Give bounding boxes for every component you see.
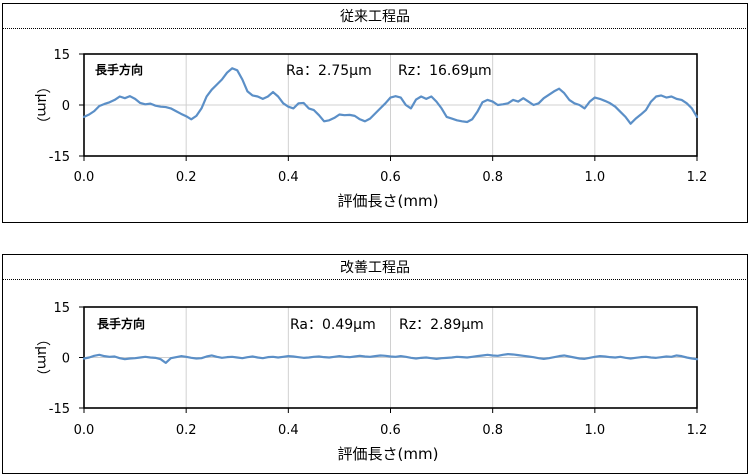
- x-tick-label: 0.2: [176, 170, 197, 185]
- y-tick-label: -15: [49, 402, 70, 417]
- chart-panel-2: 改善工程品 15 0 -15 0.0 0.2 0.4 0.6 0.8 1.0 1.2 評価長さ(mm)…: [2, 254, 748, 474]
- panel-title: 従来工程品: [340, 9, 410, 25]
- x-tick-label: 0.8: [482, 423, 503, 438]
- y-tick-label: -15: [49, 150, 70, 165]
- x-tick-label: 0.8: [482, 170, 503, 185]
- y-axis-title: （μｍ）: [34, 332, 50, 383]
- x-tick-label: 0.6: [380, 423, 401, 438]
- ra-value: Ra：2.75μm: [286, 63, 372, 79]
- y-tick-label: 0: [62, 99, 70, 114]
- x-tick-label: 0.4: [278, 170, 299, 185]
- roughness-profile-line: [82, 353, 699, 364]
- x-tick-label: 0.0: [74, 170, 95, 185]
- x-tick-label: 1.0: [584, 170, 605, 185]
- y-axis-title: （μｍ）: [34, 80, 50, 131]
- direction-label: 長手方向: [95, 62, 143, 77]
- panel-title: 改善工程品: [340, 260, 410, 276]
- y-tick-label: 15: [53, 301, 70, 316]
- rz-value: Rz：16.69μm: [398, 63, 492, 79]
- direction-label: 長手方向: [97, 316, 145, 331]
- x-tick-label: 0.4: [278, 423, 299, 438]
- x-tick-label: 0.2: [176, 423, 197, 438]
- panel-frame: [2, 254, 748, 474]
- x-axis-title: 評価長さ(mm): [338, 445, 439, 463]
- y-tick-label: 0: [62, 352, 70, 367]
- x-tick-label: 1.2: [687, 170, 708, 185]
- x-tick-label: 0.0: [74, 423, 95, 438]
- chart-panel-1: 従来工程品 15 0 -15 0.0 0.2 0.4 0.6 0.8 1.0 1.2 評価長さ(mm)…: [2, 3, 748, 223]
- x-tick-label: 1.2: [687, 423, 708, 438]
- ra-value: Ra：0.49μm: [290, 317, 376, 333]
- y-tick-label: 15: [53, 48, 70, 63]
- roughness-profile-line: [82, 67, 699, 125]
- x-tick-label: 1.0: [584, 423, 605, 438]
- x-axis-title: 評価長さ(mm): [338, 192, 439, 210]
- rz-value: Rz：2.89μm: [399, 317, 484, 333]
- x-tick-label: 0.6: [380, 170, 401, 185]
